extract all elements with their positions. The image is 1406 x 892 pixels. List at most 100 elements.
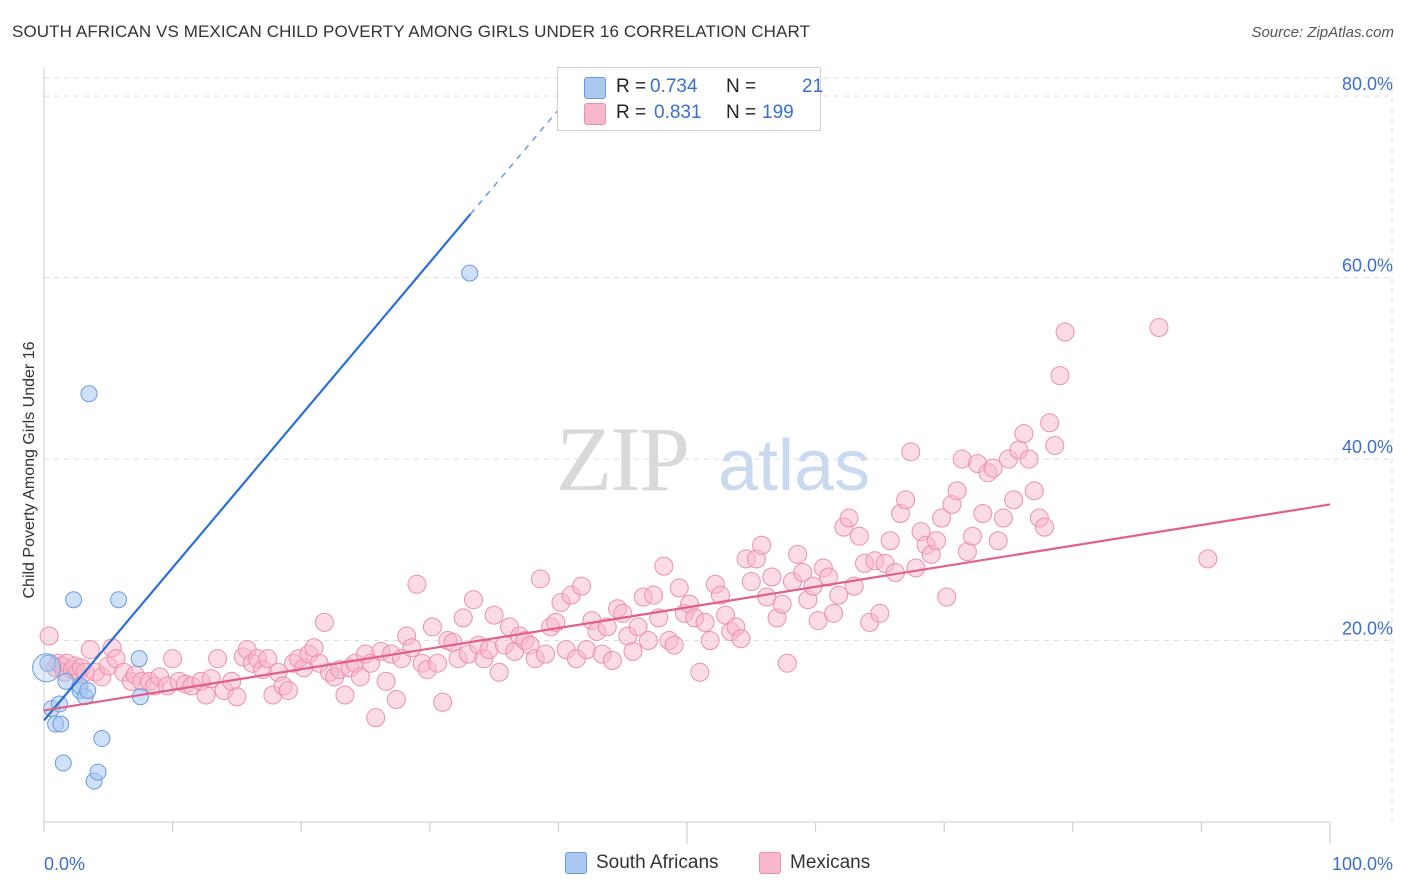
mexicans-point	[870, 603, 890, 623]
mexicans-point	[428, 653, 448, 673]
mexicans-point	[278, 680, 298, 700]
mexicans-point	[1055, 322, 1075, 342]
mexicans-point	[669, 578, 689, 598]
mexicans-point	[1019, 449, 1039, 469]
mexicans-points	[39, 318, 1218, 728]
mexicans-point	[335, 685, 355, 705]
mexicans-point	[901, 442, 921, 462]
y-tick-label: 80.0%	[1342, 74, 1393, 94]
south-africans-point	[32, 653, 62, 683]
mexicans-point	[695, 612, 715, 632]
legend-r-label: R =	[616, 102, 647, 123]
y-tick-label: 60.0%	[1342, 256, 1393, 276]
south-africans-point	[130, 650, 148, 668]
mexicans-point	[1004, 490, 1024, 510]
mexicans-point	[258, 649, 278, 669]
mexicans-point	[1149, 318, 1169, 338]
mexicans-point	[80, 640, 100, 660]
south-africans-point	[93, 730, 111, 748]
bottom-legend-swatch-pink	[759, 852, 781, 874]
mexicans-point	[777, 653, 797, 673]
mexicans-point	[644, 585, 664, 605]
mexicans-point	[638, 631, 658, 651]
south-africans-point	[39, 654, 57, 672]
mexicans-point	[983, 458, 1003, 478]
south-africans-point	[461, 264, 479, 282]
mexicans-point	[422, 617, 442, 637]
mexicans-point	[1045, 435, 1065, 455]
mexicans-point	[597, 617, 617, 637]
tick-labels: 20.0% 40.0% 60.0% 80.0% 0.0% 100.0%	[44, 74, 1393, 874]
south-africans-point	[80, 385, 98, 403]
mexicans-point	[752, 535, 772, 555]
mexicans-point	[1198, 549, 1218, 569]
mexicans-point	[1040, 413, 1060, 433]
legend-r-value: 0.831	[654, 102, 702, 123]
south-africans-point	[52, 715, 70, 733]
mexicans-point	[880, 531, 900, 551]
legend-n-value: 199	[762, 102, 794, 123]
mexicans-point	[227, 687, 247, 707]
south-africans-point	[79, 681, 97, 699]
mexicans-point	[386, 690, 406, 710]
south-africans-point	[89, 763, 107, 781]
mexicans-point	[1050, 366, 1070, 386]
mexicans-point	[407, 574, 427, 594]
watermark-atlas: atlas	[718, 426, 870, 506]
mexicans-point	[536, 644, 556, 664]
stats-legend: R = 0.734 N = 21 R = 0.831 N = 199	[557, 67, 824, 131]
trend-lines	[43, 109, 1331, 722]
legend-row-mexicans: R = 0.831 N = 199	[558, 101, 820, 125]
legend-r-value: 0.734	[650, 76, 698, 97]
x-tick-label: 0.0%	[44, 854, 85, 874]
chart-title: SOUTH AFRICAN VS MEXICAN CHILD POVERTY A…	[12, 22, 811, 41]
mexicans-point	[731, 629, 751, 649]
mexicans-point	[988, 531, 1008, 551]
mexicans-point	[628, 617, 648, 637]
mexicans-point	[937, 587, 957, 607]
mexicans-point	[962, 526, 982, 546]
mexicans-point	[993, 508, 1013, 528]
south-africans-trend-line	[43, 213, 472, 722]
watermark-zip: ZIP	[556, 408, 688, 510]
mexicans-point	[839, 508, 859, 528]
mexicans-point	[366, 708, 386, 728]
source-label: Source: ZipAtlas.com	[1251, 24, 1394, 41]
mexicans-point	[314, 612, 334, 632]
mexicans-point	[829, 585, 849, 605]
legend-swatch-pink	[584, 103, 606, 125]
mexicans-point	[572, 576, 592, 596]
mexicans-point	[39, 626, 59, 646]
mexicans-point	[163, 649, 183, 669]
mexicans-point	[741, 572, 761, 592]
mexicans-point	[664, 635, 684, 655]
mexicans-point	[1014, 424, 1034, 444]
mexicans-point	[824, 603, 844, 623]
bottom-legend-mexicans: Mexicans	[790, 852, 871, 873]
mexicans-point	[772, 594, 792, 614]
south-africans-point	[110, 591, 128, 609]
mexicans-point	[973, 504, 993, 524]
legend-n-label: N =	[726, 102, 757, 123]
mexicans-point	[350, 667, 370, 687]
legend-swatch-blue	[584, 77, 606, 99]
mexicans-point	[849, 526, 869, 546]
mexicans-point	[530, 569, 550, 589]
legend-n-value: 21	[802, 76, 824, 97]
mexicans-point	[690, 662, 710, 682]
mexicans-point	[489, 662, 509, 682]
mexicans-point	[602, 650, 622, 670]
mexicans-point	[932, 508, 952, 528]
y-tick-label: 20.0%	[1342, 619, 1393, 639]
bottom-legend-swatch-blue	[565, 852, 587, 874]
mexicans-point	[196, 685, 216, 705]
mexicans-point	[208, 649, 228, 669]
axes	[43, 68, 1331, 844]
mexicans-point	[896, 490, 916, 510]
mexicans-point	[947, 481, 967, 501]
mexicans-point	[788, 544, 808, 564]
south-africans-point	[65, 591, 83, 609]
mexicans-point	[710, 585, 730, 605]
south-africans-points	[32, 264, 479, 790]
